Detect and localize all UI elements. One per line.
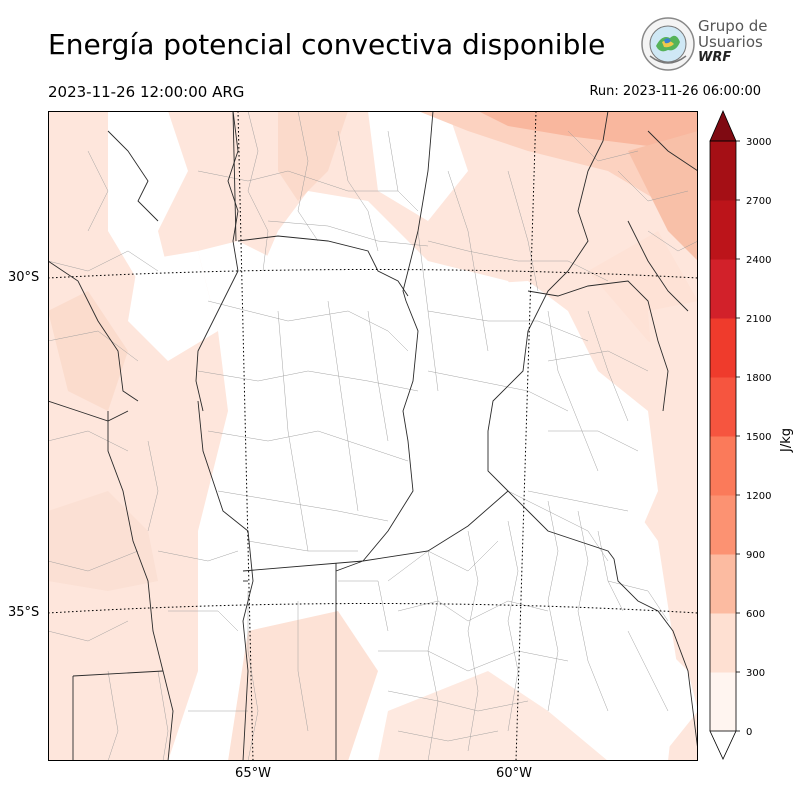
- logo-line-1: Grupo de: [698, 17, 768, 35]
- lat-label-35s: 35°S: [8, 605, 40, 620]
- colorbar-box: [710, 377, 736, 437]
- colorbar-unit: J/kg: [779, 428, 794, 453]
- map-frame: [48, 111, 698, 761]
- colorbar-tick-label: 3000: [746, 137, 771, 148]
- logo-line-3: WRF: [698, 50, 732, 65]
- colorbar-tick-label: 1500: [746, 432, 771, 443]
- colorbar-box: [710, 318, 736, 378]
- graticule: [48, 111, 698, 761]
- low-cape-region: [128, 241, 698, 761]
- colorbar-box: [710, 495, 736, 555]
- colorbar-box: [710, 141, 736, 201]
- colorbar-extend-max: [709, 109, 737, 142]
- department-boundaries: [48, 111, 698, 761]
- cape-map: [48, 111, 698, 761]
- colorbar-tick-label: 2100: [746, 314, 771, 325]
- colorbar-tick-label: 300: [746, 668, 765, 679]
- colorbar-tick-label: 2700: [746, 196, 771, 207]
- colorbar-extend-min: [709, 730, 737, 760]
- colorbar-tick-label: 0: [746, 727, 752, 738]
- valid-time: 2023-11-26 12:00:00 ARG: [48, 83, 245, 101]
- colorbar-box: [710, 436, 736, 496]
- colorbar-box: [710, 672, 736, 732]
- colorbar-box: [710, 554, 736, 614]
- logo: Grupo de Usuarios WRF: [640, 16, 770, 72]
- map-title: Energía potencial convectiva disponible: [48, 28, 606, 61]
- colorbar-boxes: [709, 109, 737, 760]
- colorbar-tick-label: 2400: [746, 255, 771, 266]
- logo-emblem: [641, 17, 695, 71]
- lon-label-60w: 60°W: [496, 766, 532, 781]
- colorbar-box: [710, 259, 736, 319]
- colorbar-tick-label: 900: [746, 550, 765, 561]
- lat-label-30s: 30°S: [8, 270, 40, 285]
- colorbar-tick-label: 1800: [746, 373, 771, 384]
- colorbar-box: [710, 613, 736, 673]
- run-time: Run: 2023-11-26 06:00:00: [589, 84, 761, 99]
- logo-text: Grupo de Usuarios WRF: [698, 18, 768, 66]
- colorbar-tick-label: 600: [746, 609, 765, 620]
- logo-line-2: Usuarios: [698, 33, 763, 51]
- colorbar-ticks: 0 300 600 900 1200 1500 1800 2100 2400 2700 3000: [736, 137, 771, 738]
- province-boundaries: [48, 111, 698, 761]
- lon-label-65w: 65°W: [235, 766, 271, 781]
- colorbar: 0 300 600 900 1200 1500 1800 2100 2400 2700 3000 J…: [709, 109, 794, 760]
- colorbar-box: [710, 200, 736, 260]
- colorbar-tick-label: 1200: [746, 491, 771, 502]
